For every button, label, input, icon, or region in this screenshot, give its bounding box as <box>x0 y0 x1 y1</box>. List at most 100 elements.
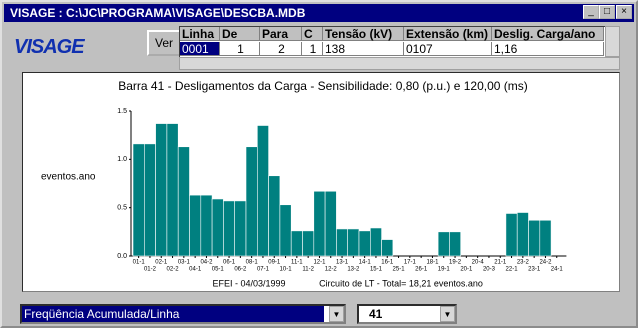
x-tick-label: 26-1 <box>415 267 428 273</box>
bar <box>200 194 213 257</box>
ver-button[interactable]: Ver <box>147 30 181 56</box>
column-header: Tensão (kV) <box>323 27 404 41</box>
bar <box>516 212 529 257</box>
bar <box>336 228 348 257</box>
x-tick-label: 18-1 <box>426 260 439 266</box>
data-grid[interactable]: Linha De Para C Tensão (kV) Extensão (km) Desl… <box>179 26 607 58</box>
x-tick-label: 02-2 <box>167 267 180 273</box>
bar <box>211 198 224 257</box>
bar <box>381 239 394 257</box>
maximize-button[interactable]: □ <box>599 5 615 19</box>
footer-left: EFEI - 04/03/1999 <box>212 278 285 288</box>
title-bar: VISAGE : C:\JC\PROGRAMA\VISAGE\DESCBA.MD… <box>4 4 634 22</box>
x-tick-label: 12-1 <box>313 260 326 266</box>
x-tick-label: 11-1 <box>291 260 303 266</box>
bar <box>132 143 145 257</box>
close-button[interactable]: × <box>616 5 632 19</box>
x-tick-label: 04-2 <box>200 260 213 266</box>
x-tick-label: 12-2 <box>325 267 338 273</box>
x-tick-label: 06-2 <box>234 267 247 273</box>
horizontal-scrollbar[interactable] <box>179 57 620 70</box>
bar <box>539 219 552 257</box>
x-tick-label: 16-1 <box>381 260 394 266</box>
x-tick-label: 19-1 <box>438 267 451 273</box>
bar <box>257 125 269 257</box>
x-tick-label: 02-1 <box>155 260 168 266</box>
x-tick-label: 03-1 <box>178 260 191 266</box>
x-tick-label: 11-2 <box>302 267 314 273</box>
column-header: Extensão (km) <box>404 27 492 41</box>
vertical-scrollbar[interactable] <box>605 26 620 57</box>
logo: VISAGE <box>14 36 85 58</box>
y-tick-label: 0.5 <box>117 205 127 212</box>
column-header: Para <box>260 27 302 41</box>
bar <box>324 190 337 257</box>
y-tick-label: 1.5 <box>117 108 127 115</box>
bar <box>313 190 326 257</box>
bar <box>505 213 518 257</box>
column-header: Deslig. Carga/ano <box>492 27 604 41</box>
bar <box>528 219 541 257</box>
bar <box>290 230 303 257</box>
bar <box>369 227 382 257</box>
bar <box>358 230 371 257</box>
bar <box>189 194 202 257</box>
bar <box>268 175 281 257</box>
x-tick-label: 13-2 <box>347 267 360 273</box>
bar <box>166 123 179 257</box>
y-axis-label: eventos.ano <box>41 172 96 183</box>
table-cell: 0001 <box>180 42 220 56</box>
chart: Barra 41 - Desligamentos da Carga - Sens… <box>22 72 620 292</box>
bar <box>279 204 292 257</box>
minimize-button[interactable]: _ <box>583 5 599 19</box>
table-cell: 0107 <box>404 42 492 56</box>
x-tick-label: 07-1 <box>257 267 270 273</box>
x-tick-label: 05-1 <box>212 267 225 273</box>
x-tick-label: 20-3 <box>483 267 496 273</box>
column-header: C <box>302 27 323 41</box>
bar <box>347 228 360 257</box>
x-tick-label: 06-1 <box>223 260 236 266</box>
x-tick-label: 04-1 <box>189 267 202 273</box>
y-tick-label: 1.0 <box>117 156 127 163</box>
bar <box>223 200 235 257</box>
x-tick-label: 08-1 <box>246 260 259 266</box>
window-title: VISAGE : C:\JC\PROGRAMA\VISAGE\DESCBA.MD… <box>10 6 306 20</box>
bar <box>155 123 168 257</box>
chart-title: Barra 41 - Desligamentos da Carga - Sens… <box>118 79 528 93</box>
bus-dropdown[interactable]: 41 ▼ <box>357 304 457 324</box>
table-cell: 1,16 <box>492 42 604 56</box>
bar <box>144 143 156 257</box>
mode-value: Freqüência Acumulada/Linha <box>22 306 324 322</box>
y-tick-label: 0.0 <box>117 253 127 260</box>
bar <box>302 230 315 257</box>
x-tick-label: 15-1 <box>370 267 383 273</box>
table-cell: 1 <box>220 42 260 56</box>
bar <box>437 231 450 257</box>
bar <box>234 200 247 257</box>
x-tick-label: 25-1 <box>393 267 406 273</box>
x-tick-label: 22-1 <box>506 267 519 273</box>
x-tick-label: 20-1 <box>460 267 473 273</box>
x-tick-label: 24-1 <box>551 267 564 273</box>
footer-right: Circuito de LT - Total= 18,21 eventos.an… <box>319 278 483 288</box>
x-tick-label: 10-1 <box>280 267 293 273</box>
x-tick-label: 17-1 <box>404 260 417 266</box>
mode-dropdown[interactable]: Freqüência Acumulada/Linha ▼ <box>20 304 346 324</box>
bar <box>449 231 461 257</box>
x-tick-label: 19-2 <box>449 260 462 266</box>
x-tick-label: 01-2 <box>144 267 157 273</box>
x-tick-label: 23-2 <box>517 260 530 266</box>
x-tick-label: 20-4 <box>472 260 485 266</box>
table-cell: 138 <box>323 42 404 56</box>
x-tick-label: 01-1 <box>133 260 146 266</box>
x-tick-label: 23-1 <box>528 267 541 273</box>
bus-value: 41 <box>369 307 383 321</box>
x-tick-label: 21-1 <box>494 260 507 266</box>
column-header: De <box>220 27 260 41</box>
bar <box>177 146 190 257</box>
x-tick-label: 09-1 <box>268 260 281 266</box>
table-cell: 1 <box>302 42 323 56</box>
bar <box>245 146 258 257</box>
